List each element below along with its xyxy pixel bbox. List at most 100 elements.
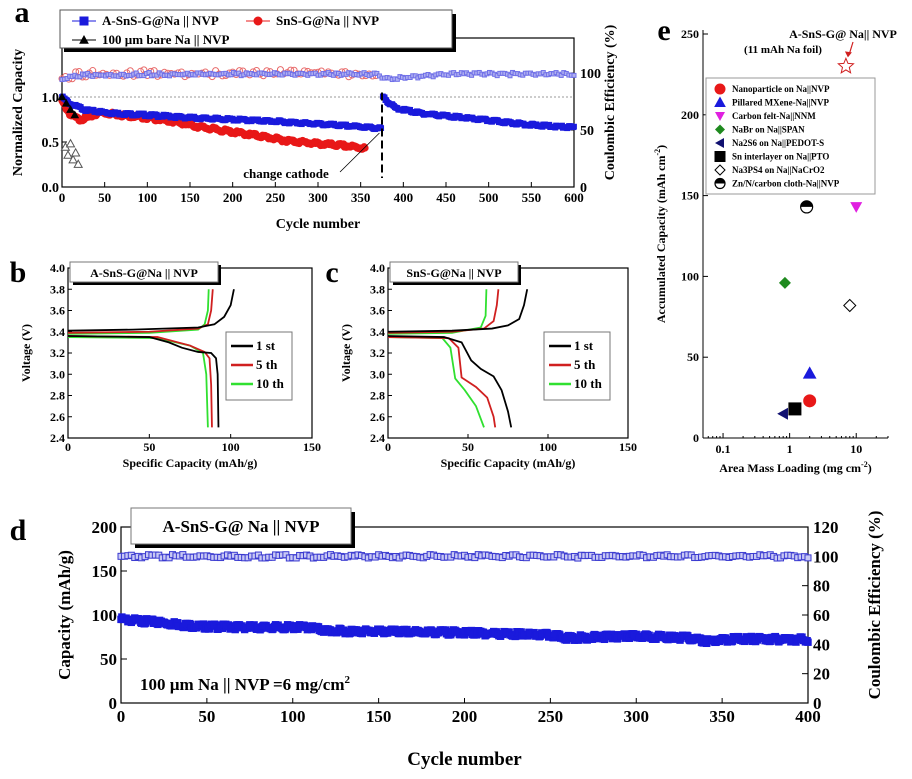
panel-c-legend-label: 1 st [574, 338, 594, 353]
panel-a-ce-marker-bare [65, 138, 76, 148]
panel-e-legend-label: Carbon felt-Na||NNM [732, 111, 816, 121]
panel-c-y-tick-label: 3.0 [370, 367, 385, 381]
panel-a-x-tick-label: 250 [266, 190, 286, 205]
panel-d-y-tick-label: 150 [92, 562, 118, 581]
panel-d-y-axis-label: Capacity (mAh/g) [55, 550, 74, 680]
panel-d-y2-axis-label: Coulombic Efficiency (%) [865, 511, 884, 700]
panel-e-x-tick-label: 1 [787, 442, 793, 456]
panel-a-y2-tick-label: 50 [580, 124, 594, 139]
panel-c-legend-label: 10 th [574, 376, 603, 391]
panel-a-data-marker-bare [57, 92, 67, 101]
panel-e-y-tick-label: 150 [681, 189, 699, 203]
panel-a-x-tick-label: 450 [436, 190, 456, 205]
panel-e-y-tick-label: 0 [693, 431, 699, 445]
panel-d-y-tick-label: 200 [92, 518, 118, 537]
panel-a-x-tick-label: 50 [98, 190, 111, 205]
panel-e-legend-label: NaBr on Na||SPAN [732, 125, 805, 135]
panel-a-legend-label: A-SnS-G@Na || NVP [102, 13, 219, 28]
panel-c-x-tick-label: 100 [539, 440, 557, 454]
panel-d-x-tick-label: 300 [624, 707, 650, 726]
panel-e-y-axis-label-part: ) [654, 145, 668, 149]
panel-a-x-tick-label: 150 [180, 190, 200, 205]
panel-a-ce-marker-asns [146, 70, 152, 76]
panel-c-y-tick-label: 4.0 [370, 261, 385, 275]
panel-d-x-tick-label: 250 [538, 707, 564, 726]
panel-e-legend-marker [714, 164, 726, 176]
panel-b-y-tick-label: 2.8 [50, 389, 65, 403]
panel-a-x-tick-label: 550 [522, 190, 542, 205]
panel-e-legend-label: Zn/N/carbon cloth-Na||NVP [732, 179, 840, 189]
panel-b-y-axis-label: Voltage (V) [19, 324, 33, 382]
panel-e-y-tick-label: 100 [681, 269, 699, 283]
panel-a-ce-marker-asns [469, 72, 475, 78]
panel-a-x-axis-label: Cycle number [276, 217, 360, 232]
panel-d-annotation-text: 100 µm Na || NVP =6 mg/cm [140, 675, 345, 694]
panel-d-y2-tick-label: 60 [813, 606, 830, 625]
panel-a-x-tick-label: 600 [564, 190, 584, 205]
panel-a-y2-axis-label: Coulombic Efficiency (%) [603, 24, 618, 180]
panel-a-legend-marker [79, 16, 89, 26]
panel-b-legend-label: 1 st [256, 338, 276, 353]
panel-e-data-marker [777, 407, 788, 420]
panel-c-legend-box [543, 331, 611, 401]
panel-a-data-marker-bare [70, 110, 80, 119]
panel-e-legend-marker [715, 124, 725, 135]
panel-d-x-tick-label: 50 [198, 707, 215, 726]
panel-e-y-tick-label: 250 [681, 27, 699, 41]
panel-e-y-axis-label-part: -2 [653, 149, 662, 156]
panel-a-ce-marker-asns [571, 72, 577, 78]
panel-a-x-tick-label: 400 [394, 190, 414, 205]
panel-e-legend-label: Nanoparticle on Na||NVP [732, 84, 830, 94]
panel-e-x-tick-label: 10 [850, 442, 862, 456]
panel-e-x-tick-label: 0.1 [716, 442, 731, 456]
panel-c-curve-discharge [387, 335, 513, 428]
panel-b-inset-title: A-SnS-G@Na || NVP [90, 266, 198, 280]
panel-d-y-tick-label: 100 [92, 606, 118, 625]
panel-e-y-axis-label: Accumulated Capacity (mAh cm-2) [653, 145, 668, 323]
panel-a-legend-marker [253, 16, 263, 26]
panel-e-legend-label: Na2S6 on Na||PEDOT-S [732, 138, 824, 148]
panel-a-legend-box [59, 9, 453, 49]
panel-e-x-axis-label: Area Mass Loading (mg cm-2) [719, 460, 871, 475]
panel-d-annotation: 100 µm Na || NVP =6 mg/cm2 [140, 674, 351, 694]
panel-c-curve-charge [387, 289, 488, 335]
panel-d-capacity-marker [804, 638, 812, 646]
panel-a-legend-label: 100 µm bare Na || NVP [102, 32, 229, 47]
panel-d-x-tick-label: 200 [452, 707, 478, 726]
panel-c-curve-charge [387, 289, 500, 334]
panel-e-legend-box [705, 77, 876, 195]
panel-b-curve-charge [67, 289, 214, 334]
panel-c-legend-label: 5 th [574, 357, 596, 372]
panel-e-x-axis-label-part: ) [868, 461, 872, 475]
panel-b-curve-discharge [67, 336, 209, 428]
panel-a-legend-marker [79, 34, 89, 44]
panel-c-x-tick-label: 50 [462, 440, 474, 454]
panel-e-highlight-label: A-SnS-G@ Na|| NVP [789, 27, 897, 41]
panel-a-ce-marker-sns [140, 66, 148, 74]
panel-b-y-tick-label: 3.2 [50, 346, 65, 360]
panel-a-ce-marker-bare [70, 147, 81, 157]
panel-d-x-tick-label: 0 [117, 707, 126, 726]
panel-b-x-tick-label: 150 [303, 440, 321, 454]
panel-e-data-marker [850, 202, 863, 213]
panel-e-legend-marker [714, 96, 726, 107]
panel-a-y-tick-label: 1.0 [42, 91, 60, 106]
panel-c-x-tick-label: 150 [619, 440, 637, 454]
panel-label-c: c [325, 256, 338, 289]
panel-c-inset-title: SnS-G@Na || NVP [406, 266, 501, 280]
panel-a-annotation: change cathode [243, 166, 329, 181]
panel-d-inset-title: A-SnS-G@ Na || NVP [163, 517, 320, 536]
panel-e-data-marker-fill [800, 200, 813, 207]
panel-b-y-tick-label: 3.6 [50, 304, 65, 318]
panel-a-x-tick-label: 100 [138, 190, 158, 205]
panel-c-x-axis-label: Specific Capacity (mAh/g) [441, 456, 576, 470]
panel-e-legend-label: Pillared MXene-Na||NVP [732, 98, 830, 108]
panel-d-x-axis-label: Cycle number [407, 749, 522, 770]
panel-a-ce-marker-asns [236, 70, 242, 76]
panel-d-y-tick-label: 0 [109, 694, 118, 713]
panel-a-y-tick-label: 0.5 [42, 136, 60, 151]
panel-b-x-tick-label: 0 [65, 440, 71, 454]
panel-e-highlight-arrowhead [844, 51, 852, 58]
panel-e-data-marker [843, 298, 857, 313]
panel-b-y-tick-label: 2.6 [50, 410, 65, 424]
